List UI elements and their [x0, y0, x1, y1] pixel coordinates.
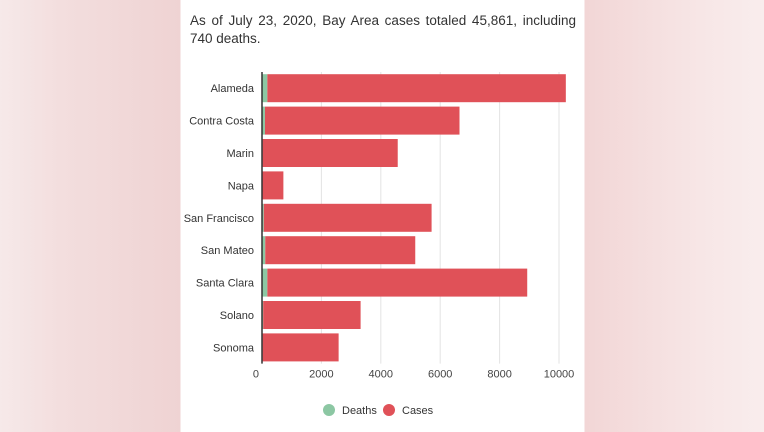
legend-marker-deaths	[323, 404, 335, 416]
bar-deaths-contra-costa	[262, 106, 265, 135]
bar-deaths-santa-clara	[262, 268, 268, 297]
category-label: Napa	[228, 180, 255, 192]
x-tick-label: 0	[253, 369, 259, 381]
legend-marker-cases	[383, 404, 395, 416]
bar-cases-solano	[263, 301, 361, 329]
bar-chart: 0 2000 4000 6000 8000 10000 Alameda Contra Cost…	[184, 72, 575, 417]
bar-cases-marin	[262, 139, 398, 167]
bar-cases-contra-costa	[264, 106, 460, 135]
chart-headline: As of July 23, 2020, Bay Area cases tota…	[190, 13, 576, 46]
legend-label-cases: Cases	[402, 405, 434, 417]
category-label: San Mateo	[201, 245, 254, 257]
category-label: Contra Costa	[189, 116, 255, 128]
bar-deaths-san-mateo	[262, 236, 266, 265]
bar-cases-san-mateo	[265, 236, 416, 265]
category-label: Santa Clara	[196, 278, 255, 290]
x-tick-label: 6000	[428, 369, 452, 381]
bar-deaths-san-francisco	[262, 203, 264, 232]
bar-cases-san-francisco	[263, 203, 432, 232]
bar-cases-napa	[262, 171, 284, 200]
bar-cases-sonoma	[262, 333, 339, 362]
chart-card: As of July 23, 2020, Bay Area cases tota…	[181, 0, 584, 432]
x-tick-label: 2000	[309, 369, 333, 381]
category-label: Solano	[220, 310, 254, 322]
legend-label-deaths: Deaths	[342, 405, 377, 417]
x-tick-label: 4000	[369, 369, 393, 381]
category-label: Marin	[226, 148, 254, 160]
category-label: San Francisco	[184, 213, 254, 225]
x-tick-label: 8000	[487, 369, 511, 381]
bar-cases-santa-clara	[267, 268, 528, 297]
category-label: Alameda	[211, 83, 255, 95]
category-label: Sonoma	[213, 342, 255, 354]
x-tick-label: 10000	[544, 369, 575, 381]
bar-cases-alameda	[267, 74, 566, 103]
bar-deaths-alameda	[262, 74, 268, 103]
